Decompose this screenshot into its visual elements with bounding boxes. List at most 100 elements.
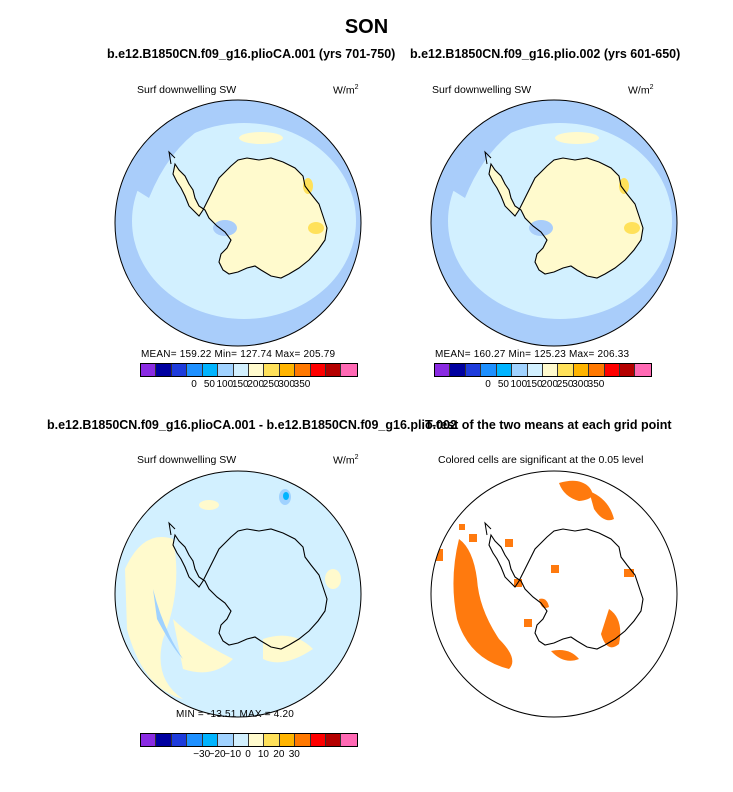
positive-region bbox=[199, 500, 219, 510]
negative-region bbox=[283, 492, 289, 500]
colorbar-swatch bbox=[341, 364, 357, 376]
significant-cells bbox=[505, 539, 513, 547]
colorbar-swatch bbox=[512, 364, 528, 376]
antarctica-coastline bbox=[172, 528, 328, 650]
antarctica-coastline bbox=[172, 157, 328, 279]
colorbar-swatch bbox=[635, 364, 651, 376]
positive-region bbox=[173, 619, 233, 673]
map-border bbox=[430, 470, 678, 718]
field-patch bbox=[555, 132, 599, 144]
significant-cells bbox=[551, 565, 559, 573]
panel-1-units: W/m2 bbox=[333, 84, 359, 97]
positive-region bbox=[325, 569, 341, 589]
colorbar-swatch bbox=[248, 734, 265, 746]
colorbar-swatch bbox=[542, 364, 559, 376]
colorbar-tick-label: 250 bbox=[262, 379, 280, 390]
colorbar-tick-label: 300 bbox=[572, 379, 589, 390]
figure-title: SON bbox=[344, 16, 389, 38]
colorbar-tick-label: 0 bbox=[485, 379, 491, 390]
colorbar-tick-label: −30 bbox=[193, 749, 211, 760]
colorbar-tick-label: 250 bbox=[556, 379, 574, 390]
colorbar-swatch bbox=[310, 364, 327, 376]
colorbar-swatch bbox=[341, 734, 357, 746]
significant-cells bbox=[524, 619, 532, 627]
antarctica-coastline bbox=[488, 528, 644, 650]
field-minimum bbox=[529, 220, 553, 236]
peninsula-coastline bbox=[484, 150, 492, 165]
colorbar-swatch bbox=[279, 364, 296, 376]
colorbar-swatch bbox=[218, 734, 234, 746]
panel-3-colorbar-ticks: −30 −20 −10 0 10 20 30 bbox=[140, 749, 356, 763]
field-minimum bbox=[213, 220, 237, 236]
colorbar-swatch bbox=[264, 734, 280, 746]
map-border bbox=[114, 470, 362, 718]
panel-4-title: T-test of the two means at each grid poi… bbox=[425, 418, 672, 432]
colorbar-swatch bbox=[156, 364, 172, 376]
significant-cells bbox=[459, 524, 465, 530]
panel-1-map bbox=[114, 99, 362, 347]
field-maximum bbox=[303, 178, 313, 194]
colorbar-tick-label: 0 bbox=[191, 379, 197, 390]
significant-cells bbox=[453, 539, 513, 669]
panel-3-units: W/m2 bbox=[333, 454, 359, 467]
colorbar-swatch bbox=[604, 364, 621, 376]
panel-1-title: b.e12.B1850CN.f09_g16.plioCA.001 (yrs 70… bbox=[107, 47, 396, 61]
continent-field bbox=[489, 158, 643, 278]
colorbar-tick-label: 100 bbox=[510, 379, 528, 390]
colorbar-swatch bbox=[573, 364, 590, 376]
colorbar-tick-label: 50 bbox=[497, 379, 509, 390]
colorbar-tick-label: 100 bbox=[216, 379, 234, 390]
colorbar-tick-label: 20 bbox=[273, 749, 285, 760]
colorbar-tick-label: 30 bbox=[288, 749, 300, 760]
panel-3-stats: MIN = -13.51 MAX = 4.20 bbox=[176, 709, 294, 720]
colorbar-swatch bbox=[450, 364, 466, 376]
colorbar-swatch bbox=[435, 364, 451, 376]
panel-3-colorbar bbox=[140, 733, 358, 747]
panel-4-map bbox=[430, 470, 678, 718]
significant-cells bbox=[469, 534, 477, 542]
field-maximum bbox=[619, 178, 629, 194]
panel-2-stats: MEAN= 160.27 Min= 125.23 Max= 206.33 bbox=[435, 349, 630, 360]
colorbar-tick-label: 350 bbox=[293, 379, 311, 390]
positive-region bbox=[263, 635, 313, 663]
colorbar-swatch bbox=[279, 734, 296, 746]
colorbar-swatch bbox=[481, 364, 497, 376]
colorbar-swatch bbox=[465, 364, 482, 376]
peninsula-coastline bbox=[168, 150, 176, 165]
field-maximum bbox=[308, 222, 324, 234]
colorbar-swatch bbox=[171, 734, 188, 746]
panel-2-colorbar-ticks: 0 50 100 150 200 250 300 350 bbox=[434, 379, 650, 393]
colorbar-swatch bbox=[589, 364, 605, 376]
colorbar-swatch bbox=[171, 364, 188, 376]
panel-4-note: Colored cells are significant at the 0.0… bbox=[438, 454, 644, 466]
colorbar-swatch bbox=[141, 364, 157, 376]
colorbar-swatch bbox=[187, 364, 203, 376]
antarctica-coastline bbox=[488, 157, 644, 279]
panel-3-title: b.e12.B1850CN.f09_g16.plioCA.001 - b.e12… bbox=[47, 418, 457, 432]
significant-cells bbox=[624, 569, 634, 577]
panel-3-variable-label: Surf downwelling SW bbox=[137, 454, 237, 466]
significant-cells bbox=[601, 609, 621, 648]
panel-1-stats: MEAN= 159.22 Min= 127.74 Max= 205.79 bbox=[141, 349, 336, 360]
positive-region bbox=[125, 537, 183, 699]
colorbar-swatch bbox=[233, 364, 249, 376]
significant-cells bbox=[551, 650, 579, 661]
colorbar-tick-label: −10 bbox=[224, 749, 242, 760]
colorbar-swatch bbox=[248, 364, 265, 376]
map-border bbox=[114, 99, 362, 347]
colorbar-swatch bbox=[496, 364, 513, 376]
field-patch bbox=[239, 132, 283, 144]
colorbar-tick-label: 150 bbox=[525, 379, 543, 390]
colorbar-swatch bbox=[202, 364, 219, 376]
colorbar-swatch bbox=[326, 734, 342, 746]
peninsula-coastline bbox=[168, 521, 176, 536]
significant-cells bbox=[559, 480, 593, 501]
panel-1-variable-label: Surf downwelling SW bbox=[137, 84, 237, 96]
panel-2-variable-label: Surf downwelling SW bbox=[432, 84, 532, 96]
colorbar-swatch bbox=[326, 364, 342, 376]
significant-cells bbox=[589, 491, 614, 521]
colorbar-tick-label: −20 bbox=[208, 749, 226, 760]
ocean-band bbox=[133, 116, 223, 198]
panel-2-colorbar bbox=[434, 363, 652, 377]
panel-3-map bbox=[114, 470, 362, 718]
